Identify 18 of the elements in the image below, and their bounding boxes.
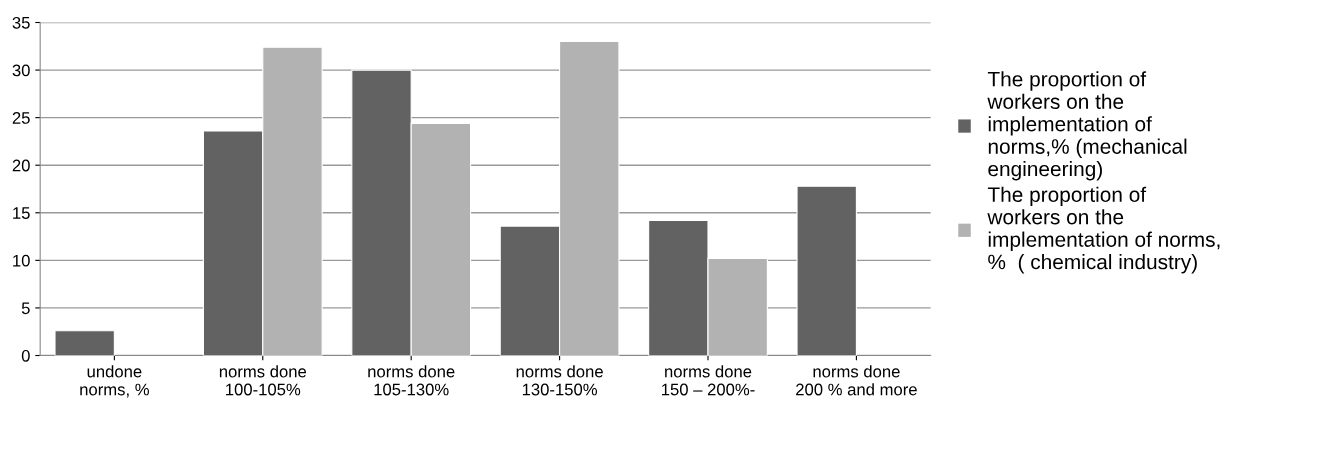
y-tick-label: 35 bbox=[12, 16, 30, 29]
y-tick-label: 25 bbox=[12, 112, 30, 124]
y-tick-label: 5 bbox=[21, 302, 30, 315]
x-tick-label: norms done 200 % and more bbox=[796, 365, 917, 396]
x-tick-label: norms done 130-150% bbox=[516, 365, 603, 396]
y-tick-label: 20 bbox=[12, 159, 30, 172]
bar bbox=[54, 330, 115, 356]
x-tick-label: norms done 100-105% bbox=[219, 365, 307, 396]
x-tick-label: norms done 105-130% bbox=[368, 365, 455, 396]
x-tick-label: norms done 150 – 200%- bbox=[662, 365, 755, 396]
legend-label: The proportion of workers on the implementation of norms, % ( chemical industry) bbox=[987, 186, 1220, 274]
y-tick-label: 10 bbox=[13, 254, 30, 267]
legend-label: The proportion of workers on the implementation of norms,% (mechanical engineering) bbox=[987, 71, 1187, 181]
x-tick-label: undone norms, % bbox=[80, 365, 149, 398]
y-tick-label: 0 bbox=[21, 349, 30, 362]
bar bbox=[796, 185, 857, 356]
y-tick-label: 15 bbox=[13, 207, 30, 219]
y-tick-label: 30 bbox=[12, 64, 30, 77]
